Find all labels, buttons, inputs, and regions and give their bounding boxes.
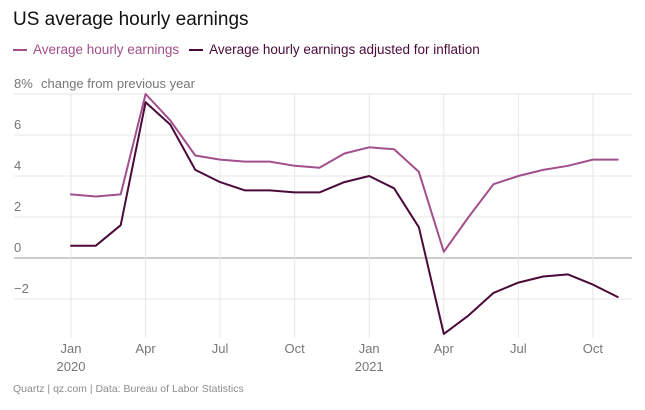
chart-legend: Average hourly earnings Average hourly e… [13,42,490,57]
x-tick-label: Apr [434,341,455,356]
legend-label-average: Average hourly earnings [33,42,180,57]
x-tick-label: Oct [583,341,604,356]
y-tick-label: 4 [14,158,21,173]
source-note: Quartz | qz.com | Data: Bureau of Labor … [13,383,244,395]
series-layer [70,93,619,335]
y-axis-label: change from previous year [41,76,196,91]
x-tick-label: Jan [359,341,380,356]
legend-swatch-adjusted [189,48,204,51]
y-tick-label: 8% [14,76,33,91]
x-tick-label: Jul [510,341,527,356]
legend-swatch-average [13,48,27,51]
x-tick-label: Oct [285,341,306,356]
y-tick-label: 2 [14,199,21,214]
legend-item-average-hourly-earnings: Average hourly earnings [13,42,179,57]
y-tick-label: 0 [14,240,21,255]
legend-item-adjusted-earnings: Average hourly earnings adjusted for inf… [189,42,480,57]
x-tick-label: Jan [61,341,82,356]
series-line-adjusted-earnings [70,101,619,335]
y-tick-label: −2 [14,281,29,296]
x-tick-year-label: 2021 [355,359,384,374]
x-tick-label: Apr [135,341,156,356]
grid-layer [14,93,632,338]
x-tick-label: Jul [212,341,229,356]
series-line-average-hourly-earnings [70,93,619,253]
axis-labels: change from previous year 8% 6 4 2 0 −2 Jan 202… [14,76,603,374]
chart-title: US average hourly earnings [13,9,249,30]
y-tick-label: 6 [14,117,21,132]
legend-label-adjusted: Average hourly earnings adjusted for inf… [209,42,480,57]
x-tick-year-label: 2020 [57,359,86,374]
